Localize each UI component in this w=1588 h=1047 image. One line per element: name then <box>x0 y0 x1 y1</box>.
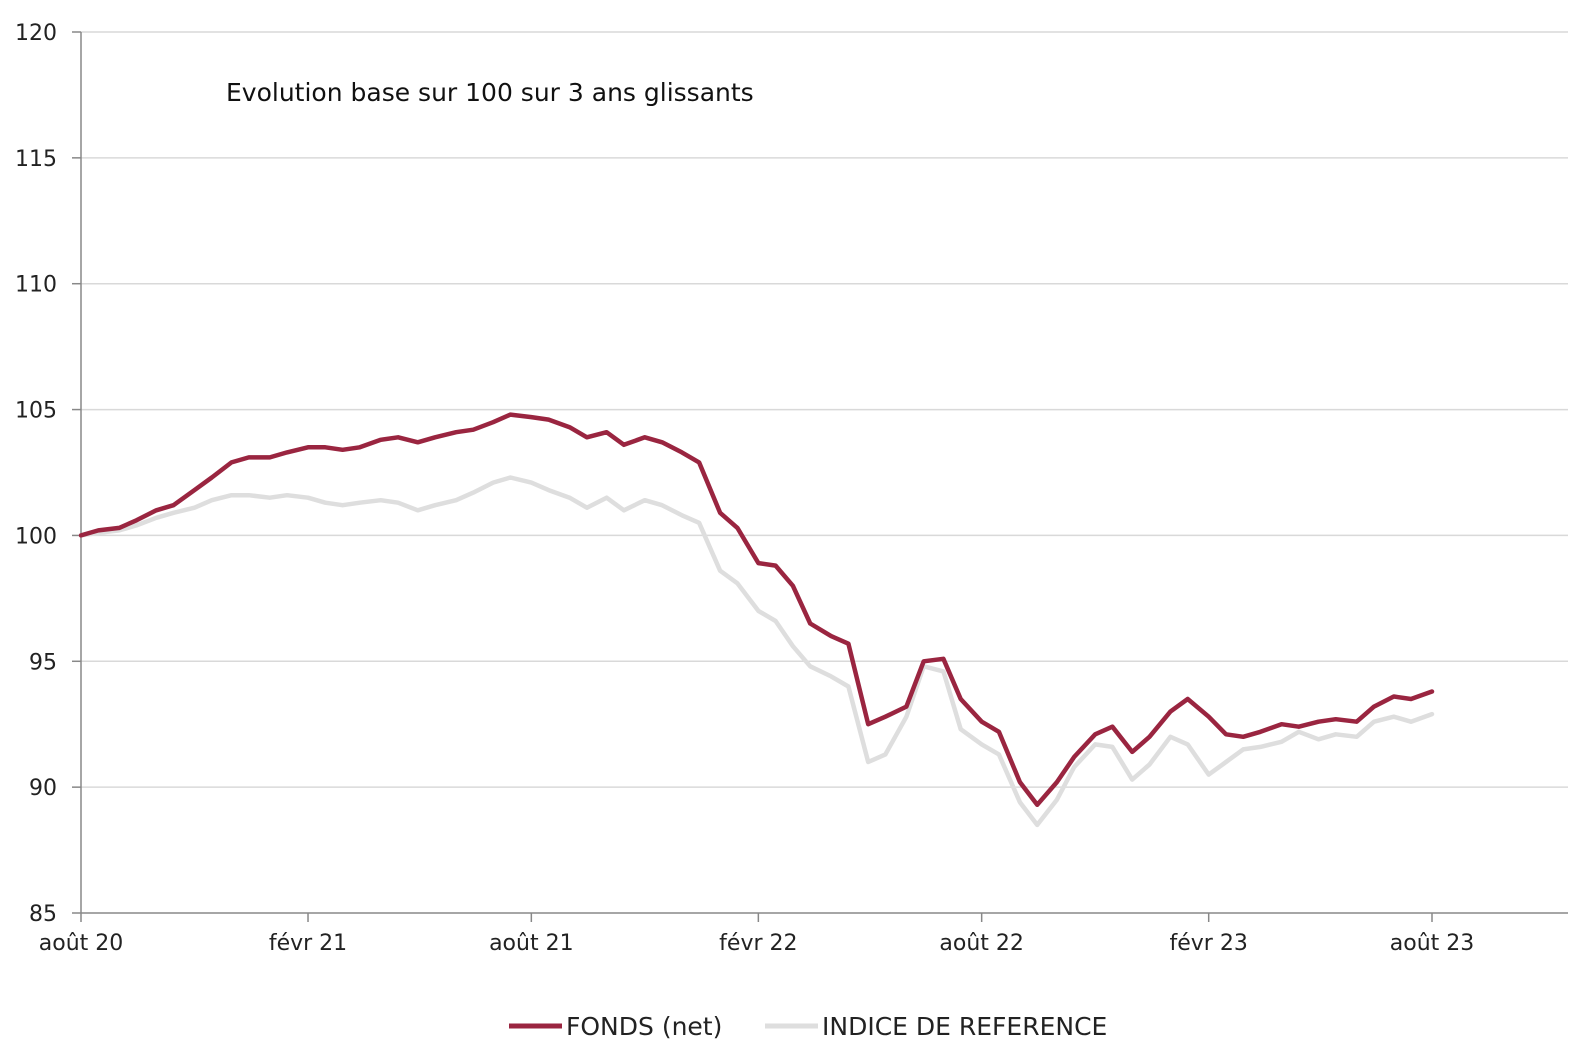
y-tick-label: 120 <box>15 21 57 46</box>
y-tick-label: 100 <box>15 524 57 549</box>
x-tick-label: févr 22 <box>719 931 797 956</box>
y-tick-label: 110 <box>15 273 57 298</box>
y-tick-label: 95 <box>29 650 57 675</box>
y-tick-label: 105 <box>15 399 57 424</box>
y-tick-label: 85 <box>29 902 57 927</box>
legend-label-indice: INDICE DE REFERENCE <box>822 1012 1107 1041</box>
x-tick-label: août 20 <box>39 931 124 956</box>
legend: FONDS (net) INDICE DE REFERENCE <box>509 1012 1107 1041</box>
x-tick-label: févr 23 <box>1170 931 1248 956</box>
x-tick-label: févr 21 <box>269 931 347 956</box>
series-line-indice <box>78 475 1435 828</box>
y-tick-label: 115 <box>15 147 57 172</box>
chart-title: Evolution base sur 100 sur 3 ans glissan… <box>226 78 754 107</box>
x-tick-label: août 22 <box>939 931 1024 956</box>
grid-lines <box>81 31 1568 788</box>
x-tick-label: août 23 <box>1390 931 1475 956</box>
legend-label-fonds: FONDS (net) <box>566 1012 722 1041</box>
x-tick-label: août 21 <box>489 931 574 956</box>
series-layer <box>78 412 1435 828</box>
y-tick-label: 90 <box>29 776 57 801</box>
x-axis-ticks: août 20 févr 21 août 21 févr 22 août 22 févr … <box>39 913 1475 956</box>
y-axis-ticks: 85 90 95 100 105 110 115 120 <box>15 21 81 927</box>
series-line-fonds <box>78 412 1435 808</box>
